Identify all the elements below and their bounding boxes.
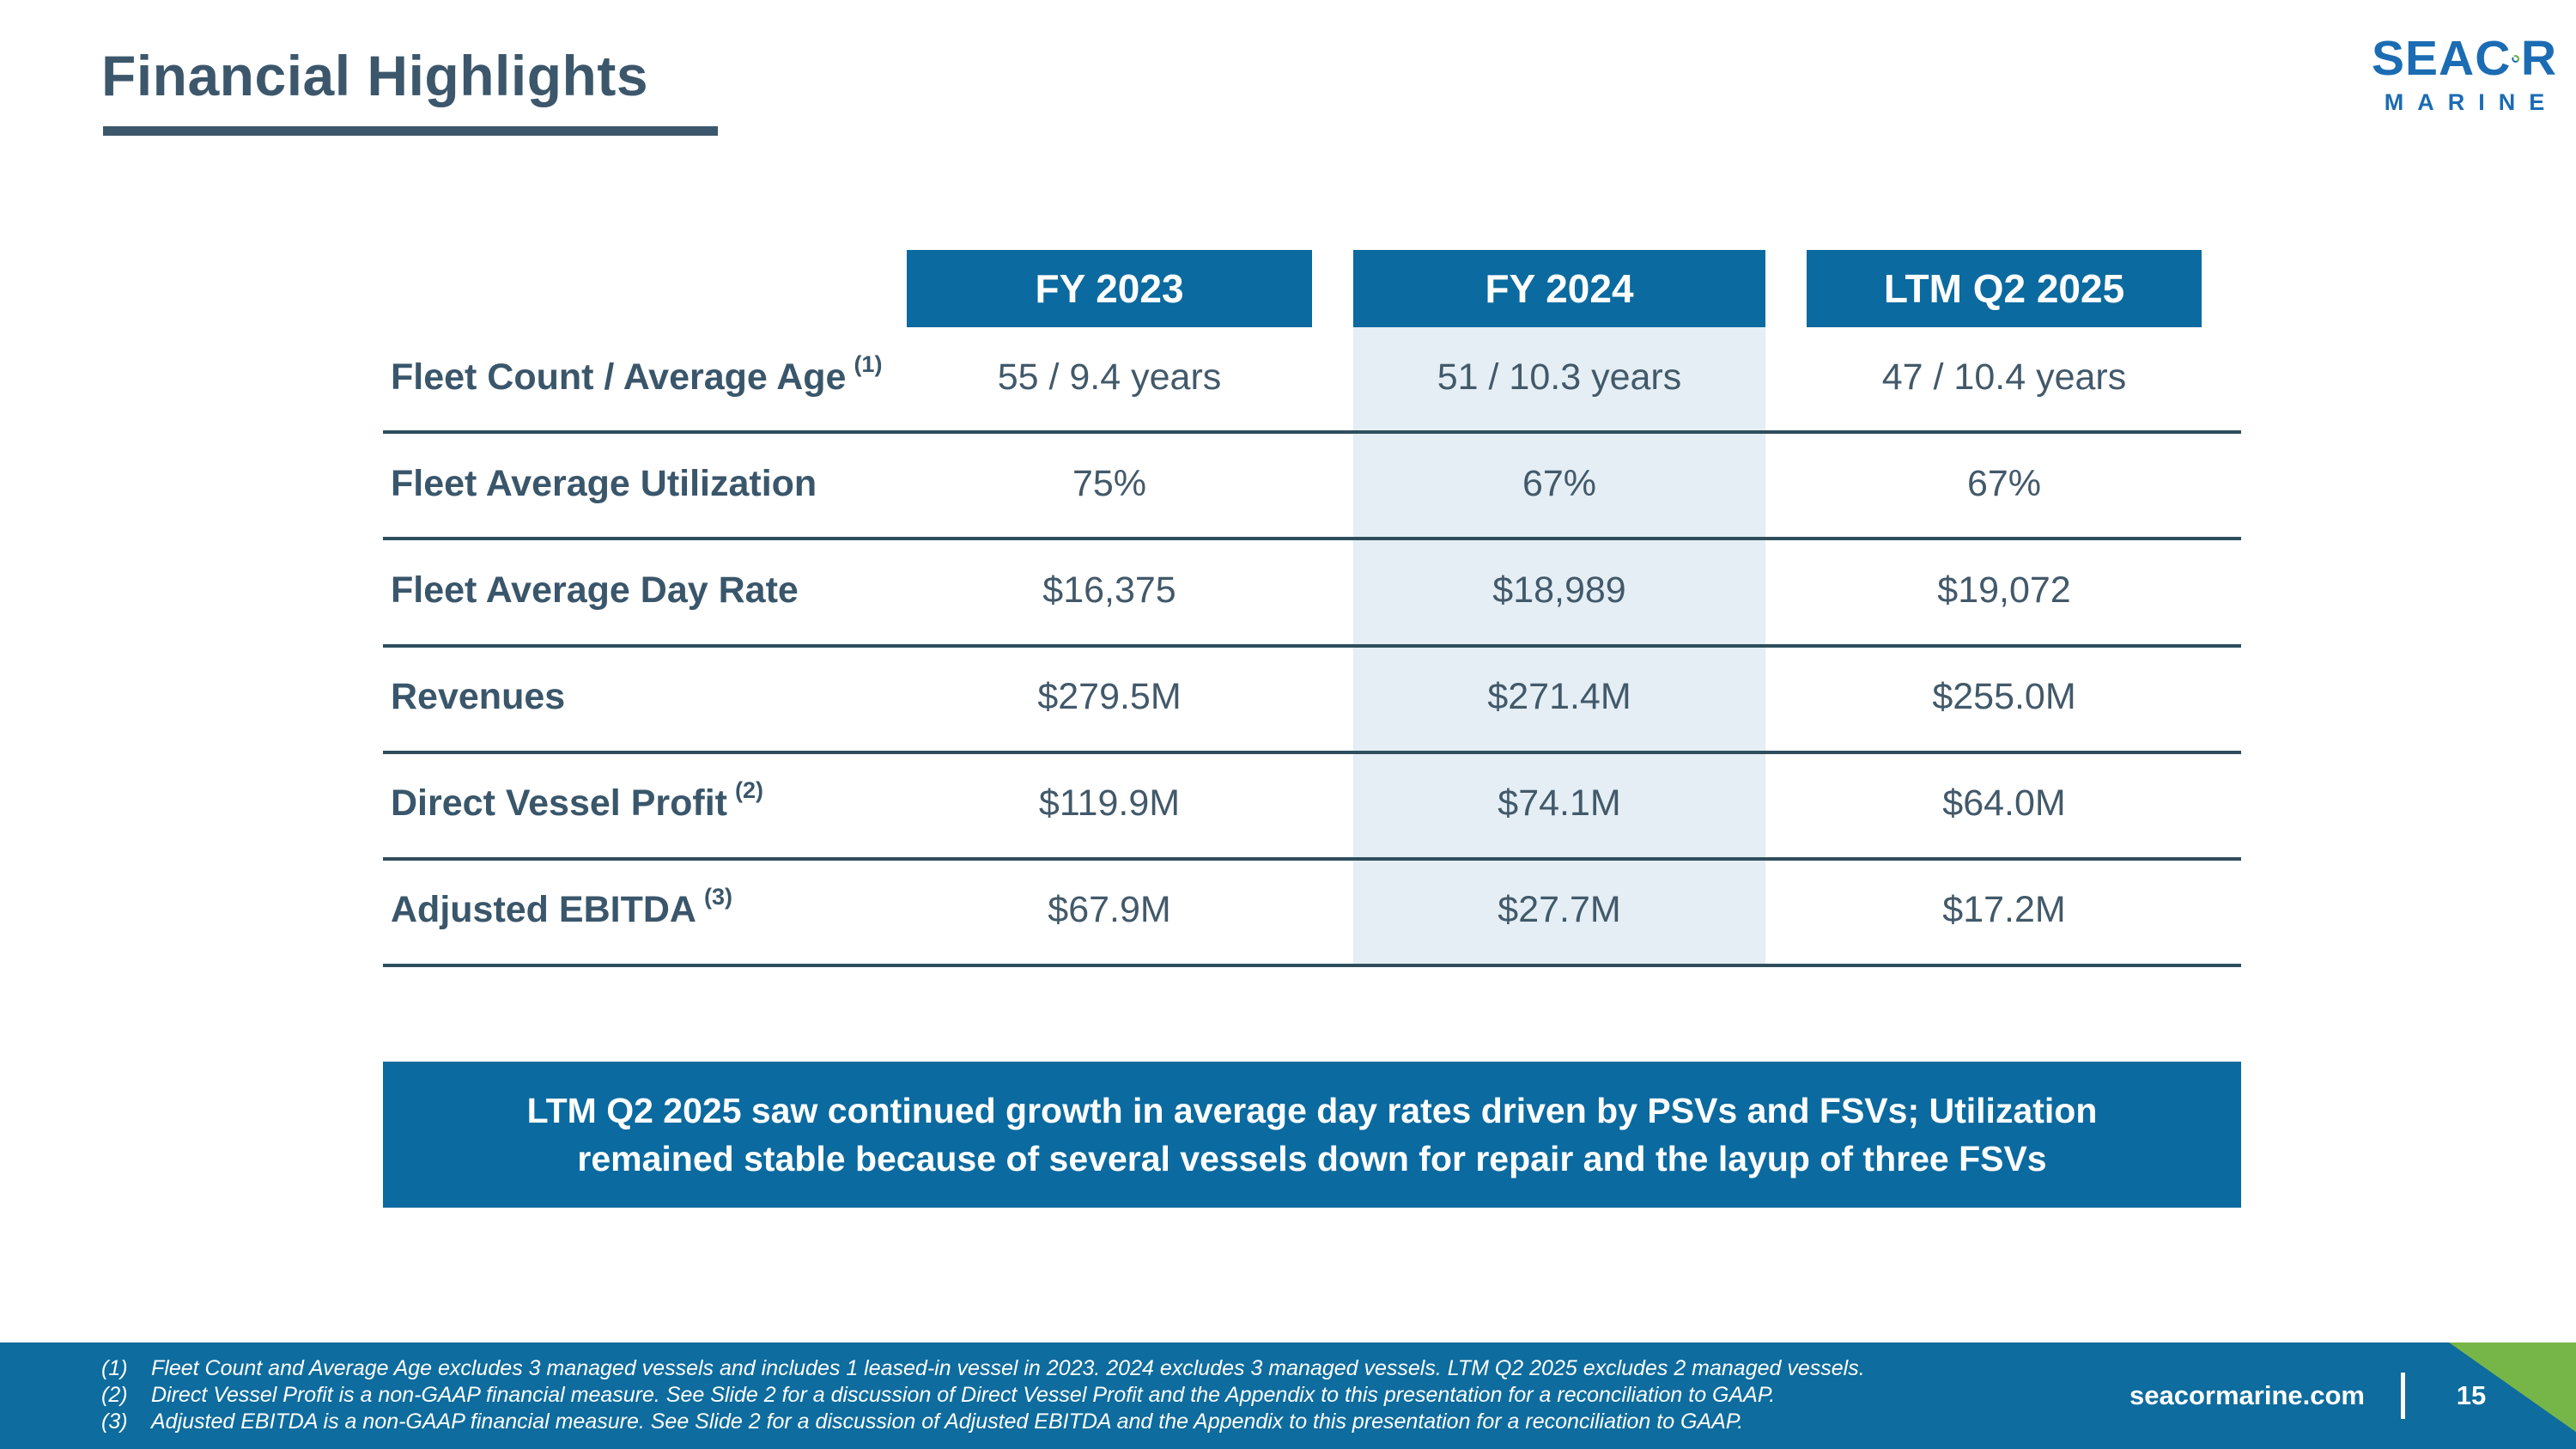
- table-row: Direct Vessel Profit (2) $119.9M $74.1M …: [383, 754, 2241, 861]
- table-row: Fleet Average Utilization 75% 67% 67%: [383, 434, 2241, 541]
- footnote-line: (3) Adjusted EBITDA is a non-GAAP financi…: [101, 1409, 1865, 1435]
- row-label-text: Adjusted EBITDA: [391, 889, 696, 931]
- row-label: Fleet Count / Average Age (1): [391, 327, 882, 427]
- row-label: Direct Vessel Profit (2): [391, 754, 763, 854]
- website-link: seacormarine.com: [2129, 1380, 2365, 1410]
- footnote-text: Adjusted EBITDA is a non-GAAP financial …: [151, 1409, 1744, 1434]
- financial-table: Fleet Count / Average Age (1) 55 / 9.4 y…: [383, 327, 2241, 968]
- cell-fy2023: $16,375: [1042, 569, 1176, 611]
- row-label: Fleet Average Utilization: [391, 434, 817, 533]
- footnotes: (1) Fleet Count and Average Age excludes …: [101, 1355, 1865, 1435]
- cell-ltm-q2-2025: $17.2M: [1942, 889, 2066, 931]
- logo-word-start: SEAC: [2372, 31, 2512, 86]
- table-row: Fleet Average Day Rate $16,375 $18,989 $…: [383, 540, 2241, 648]
- row-label-text: Fleet Average Utilization: [391, 462, 817, 504]
- footnote-text: Fleet Count and Average Age excludes 3 m…: [151, 1356, 1865, 1380]
- footnote-marker: (2): [734, 777, 763, 804]
- callout-line-1: LTM Q2 2025 saw continued growth in aver…: [526, 1091, 2098, 1130]
- cell-fy2023: $119.9M: [1038, 782, 1181, 825]
- row-label-text: Fleet Count / Average Age: [391, 356, 847, 398]
- cell-fy2023: $279.5M: [1037, 676, 1182, 718]
- logo-subtitle: MARINE: [2384, 89, 2559, 115]
- cell-ltm-q2-2025: $19,072: [1937, 569, 2071, 611]
- footer-site-block: seacormarine.com 15: [2129, 1342, 2501, 1449]
- page-number: 15: [2456, 1380, 2487, 1410]
- footnote-marker: (3): [703, 884, 732, 910]
- cell-ltm-q2-2025: $255.0M: [1932, 676, 2076, 718]
- footnote-number: (1): [101, 1356, 128, 1380]
- row-label-text: Direct Vessel Profit: [391, 782, 727, 825]
- row-label-text: Fleet Average Day Rate: [391, 569, 799, 611]
- cell-fy2024: $74.1M: [1498, 782, 1621, 825]
- footer-divider: [2400, 1373, 2405, 1419]
- footer-bar: (1) Fleet Count and Average Age excludes …: [0, 1342, 2576, 1449]
- summary-callout: LTM Q2 2025 saw continued growth in aver…: [383, 1062, 2241, 1208]
- row-label: Fleet Average Day Rate: [391, 540, 799, 640]
- cell-fy2023: 75%: [1072, 462, 1147, 504]
- seacor-marine-logo: SEAC R MARINE: [2372, 34, 2557, 116]
- cell-ltm-q2-2025: 67%: [1966, 462, 2042, 504]
- callout-line-2: remained stable because of several vesse…: [577, 1139, 2047, 1178]
- footnote-line: (1) Fleet Count and Average Age excludes …: [101, 1355, 1865, 1382]
- footnote-number: (3): [101, 1409, 128, 1434]
- table-row: Adjusted EBITDA (3) $67.9M $27.7M $17.2M: [383, 861, 2241, 968]
- row-label: Adjusted EBITDA (3): [391, 861, 732, 960]
- row-label: Revenues: [391, 648, 565, 747]
- cell-fy2023: $67.9M: [1048, 889, 1171, 931]
- footnote-number: (2): [101, 1383, 128, 1407]
- column-header: FY 2024: [1353, 250, 1765, 327]
- cell-ltm-q2-2025: $64.0M: [1942, 782, 2066, 825]
- footnote-marker: (1): [854, 350, 883, 377]
- table-row: Revenues $279.5M $271.4M $255.0M: [383, 648, 2241, 754]
- column-header: LTM Q2 2025: [1807, 250, 2202, 327]
- cell-fy2024: 51 / 10.3 years: [1437, 356, 1682, 398]
- footnote-line: (2) Direct Vessel Profit is a non-GAAP fi…: [101, 1382, 1865, 1409]
- cell-ltm-q2-2025: 47 / 10.4 years: [1881, 356, 2127, 398]
- title-underline: [103, 126, 718, 136]
- logo-word-end: R: [2520, 31, 2557, 86]
- cell-fy2024: 67%: [1522, 462, 1597, 504]
- logo-circular-arrows-icon: [2512, 55, 2520, 63]
- table-row: Fleet Count / Average Age (1) 55 / 9.4 y…: [383, 327, 2241, 435]
- cell-fy2024: $271.4M: [1487, 676, 1631, 718]
- cell-fy2024: $18,989: [1492, 569, 1626, 611]
- logo-wordmark: SEAC R: [2372, 34, 2557, 83]
- cell-fy2023: 55 / 9.4 years: [997, 356, 1222, 398]
- cell-fy2024: $27.7M: [1498, 889, 1621, 931]
- row-label-text: Revenues: [391, 676, 566, 718]
- column-header: FY 2023: [907, 250, 1312, 327]
- page-title: Financial Highlights: [101, 44, 649, 107]
- footnote-text: Direct Vessel Profit is a non-GAAP finan…: [151, 1383, 1776, 1407]
